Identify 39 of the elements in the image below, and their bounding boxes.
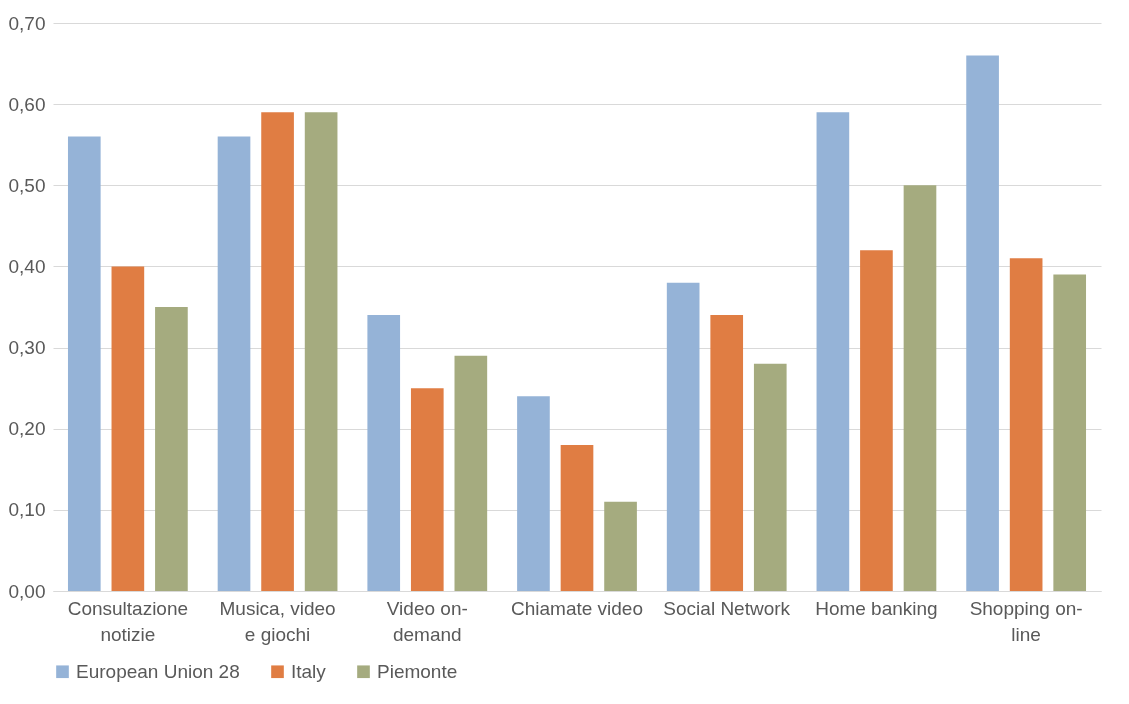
bar [1009, 258, 1043, 591]
bar [666, 282, 700, 591]
bar [217, 136, 251, 591]
bar [816, 112, 850, 591]
y-tick-label: 0,30 [8, 337, 46, 359]
x-tick-label: Chiamate video [510, 597, 644, 619]
bar [517, 396, 550, 591]
bar [454, 355, 488, 591]
y-tick-label: 0,50 [8, 174, 46, 196]
bar [966, 55, 999, 591]
bar [261, 112, 294, 591]
bar [304, 112, 338, 591]
y-tick-label: 0,40 [8, 255, 46, 277]
bar [155, 307, 188, 591]
bar [367, 315, 401, 591]
bar [67, 136, 101, 591]
bar [410, 388, 444, 591]
bar [560, 444, 594, 591]
y-tick-label: 0,60 [8, 93, 46, 115]
bar [753, 363, 787, 591]
y-tick-label: 0,70 [8, 12, 46, 34]
bar [860, 250, 893, 591]
bar [111, 266, 145, 591]
bar [1053, 274, 1087, 591]
legend-label: Piemonte [377, 660, 458, 682]
x-tick-label: Social Network [663, 597, 791, 619]
legend-label: Italy [291, 660, 327, 682]
x-tick-label: Consultazione notizie [67, 597, 189, 645]
y-tick-label: 0,20 [8, 418, 46, 440]
y-tick-label: 0,10 [8, 499, 46, 521]
bar [710, 315, 744, 591]
x-tick-label: Home banking [815, 597, 938, 619]
bar [604, 501, 637, 591]
x-tick-label: Musica, video e giochi [219, 597, 336, 645]
y-tick-label: 0,00 [8, 580, 46, 602]
x-tick-label: Shopping on-line [969, 597, 1083, 645]
bar [903, 185, 937, 591]
legend-label: European Union 28 [76, 660, 240, 682]
x-tick-label: Video on-demand [386, 597, 468, 645]
